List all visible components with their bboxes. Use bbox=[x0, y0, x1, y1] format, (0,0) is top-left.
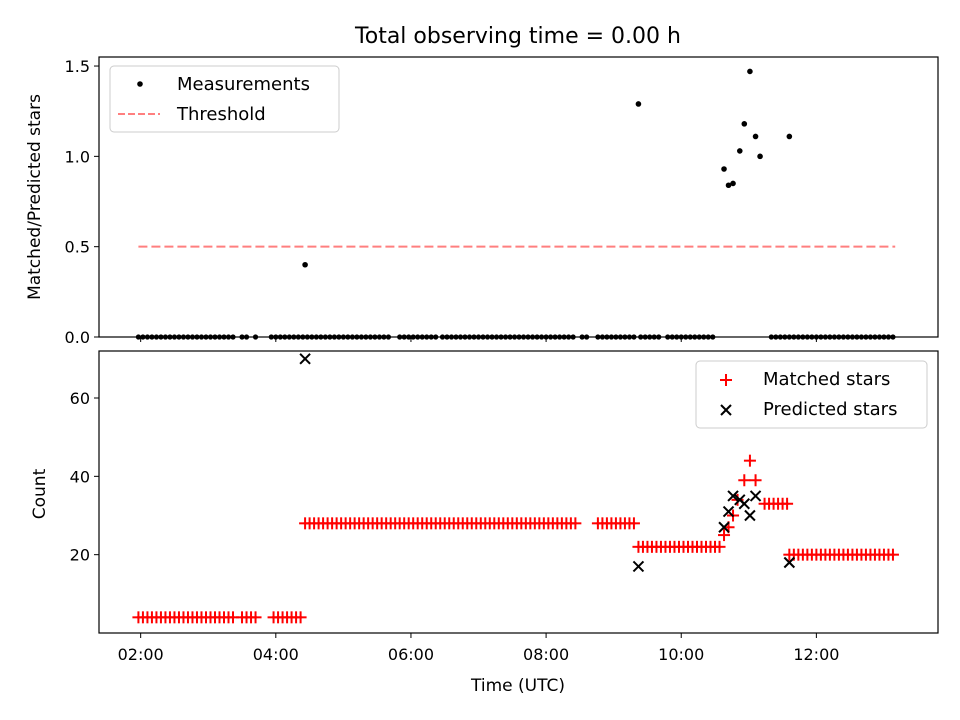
x-axis-label: Time (UTC) bbox=[470, 676, 565, 696]
bottom-legend: Matched stars Predicted stars bbox=[695, 360, 928, 429]
bottom-panel: 20 40 60 02:00 04:00 06:00 08:00 10:00 12:00 Co… bbox=[30, 350, 939, 696]
top-y-tick-label: 1.0 bbox=[65, 147, 90, 166]
predicted-star-marker bbox=[749, 490, 762, 502]
top-y-axis-label: Matched/Predicted stars bbox=[25, 94, 45, 300]
bottom-x-tick-label: 08:00 bbox=[523, 645, 569, 664]
bottom-legend-box bbox=[695, 360, 928, 429]
legend-matched-marker bbox=[720, 374, 732, 386]
bottom-x-tick-label: 04:00 bbox=[253, 645, 299, 664]
matched-star-marker bbox=[249, 611, 262, 624]
bottom-y-tick-label: 40 bbox=[70, 467, 90, 486]
predicted-star-marker bbox=[632, 560, 645, 573]
top-panel: 0.0 0.5 1.0 1.5 Matched/Predicted stars Mea… bbox=[25, 56, 939, 347]
measurement-point bbox=[635, 101, 642, 107]
measurement-point bbox=[302, 261, 308, 268]
legend-threshold-label: Threshold bbox=[176, 104, 266, 125]
measurement-point bbox=[747, 68, 753, 75]
predicted-star-marker bbox=[738, 498, 751, 510]
bottom-y-tick-label: 60 bbox=[70, 389, 90, 408]
measurement-point bbox=[736, 148, 743, 154]
bottom-y-ticks: 20 40 60 bbox=[70, 389, 99, 565]
bottom-plot-area bbox=[132, 353, 899, 624]
legend-matched-label: Matched stars bbox=[763, 369, 890, 390]
predicted-star-marker bbox=[727, 490, 739, 502]
matched-star-marker bbox=[294, 611, 307, 624]
matched-star-marker bbox=[781, 497, 794, 510]
matched-star-marker bbox=[713, 540, 726, 553]
bottom-x-tick-label: 12:00 bbox=[793, 645, 839, 664]
top-legend: Measurements Threshold bbox=[109, 65, 340, 133]
legend-measurements-marker bbox=[137, 81, 143, 87]
bottom-x-tick-label: 06:00 bbox=[388, 645, 434, 664]
matched-star-marker bbox=[569, 517, 582, 530]
top-axes-frame bbox=[98, 56, 939, 338]
predicted-star-marker bbox=[783, 556, 796, 569]
figure-title: Total observing time = 0.00 h bbox=[354, 24, 681, 49]
predicted-star-marker bbox=[718, 521, 730, 533]
bottom-y-tick-label: 20 bbox=[70, 546, 90, 565]
matched-star-marker bbox=[743, 454, 756, 467]
predicted-star-marker bbox=[299, 353, 311, 365]
bottom-x-tick-label: 02:00 bbox=[118, 645, 164, 664]
top-y-tick-label: 0.5 bbox=[65, 238, 90, 257]
measurement-point bbox=[741, 121, 748, 127]
predicted-star-marker bbox=[722, 505, 735, 518]
measurement-point bbox=[725, 182, 732, 189]
legend-predicted-marker bbox=[720, 404, 732, 416]
legend-predicted-label: Predicted stars bbox=[763, 399, 897, 420]
top-legend-box bbox=[109, 65, 340, 133]
measurement-point bbox=[757, 153, 763, 160]
top-x-ticks bbox=[140, 337, 817, 342]
bottom-x-ticks: 02:00 04:00 06:00 08:00 10:00 12:00 bbox=[118, 633, 839, 664]
matched-star-marker bbox=[738, 474, 751, 487]
matched-star-marker bbox=[886, 548, 899, 561]
bottom-y-axis-label: Count bbox=[30, 468, 50, 519]
matched-star-marker bbox=[749, 474, 762, 487]
legend-measurements-label: Measurements bbox=[177, 74, 310, 95]
measurement-point bbox=[721, 166, 727, 172]
measurement-point bbox=[786, 133, 793, 140]
top-y-tick-label: 1.5 bbox=[65, 57, 90, 76]
top-y-ticks: 0.0 0.5 1.0 1.5 bbox=[65, 57, 99, 347]
measurement-point bbox=[730, 180, 736, 187]
bottom-axes-frame bbox=[98, 350, 939, 634]
predicted-star-marker bbox=[744, 509, 756, 522]
measurement-point bbox=[752, 133, 759, 140]
top-y-tick-label: 0.0 bbox=[65, 328, 90, 347]
matched-star-marker bbox=[627, 517, 640, 530]
bottom-x-tick-label: 10:00 bbox=[658, 645, 704, 664]
matched-star-marker bbox=[718, 529, 731, 542]
